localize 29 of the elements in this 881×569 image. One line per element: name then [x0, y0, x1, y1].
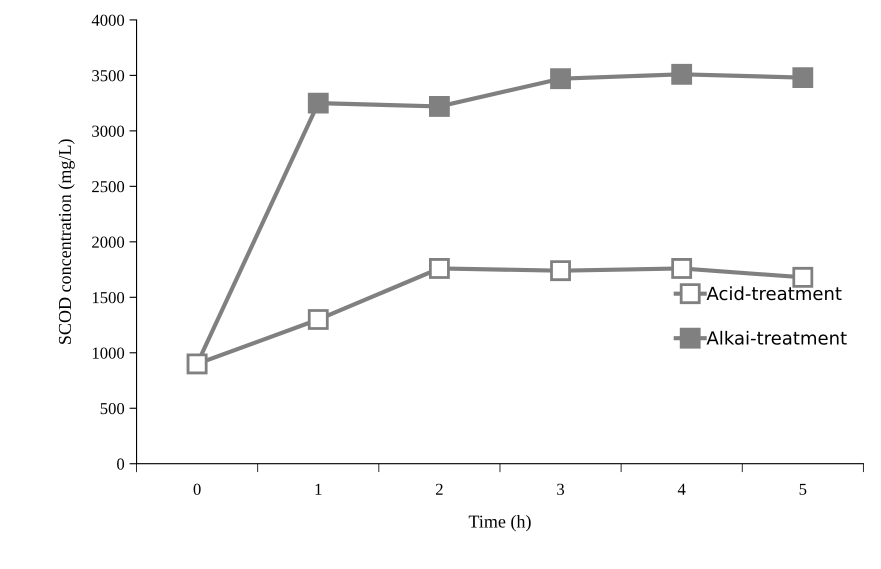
point: [671, 258, 692, 279]
point: [308, 309, 329, 330]
y-tick-label: 1500: [92, 292, 124, 304]
legend-label: Acid-treatment: [706, 286, 842, 300]
y-tick-label: 3500: [92, 70, 124, 82]
point: [308, 92, 329, 114]
y-tick-label: 0: [117, 458, 124, 470]
point: [428, 258, 450, 279]
y-tick-label: 500: [100, 402, 124, 414]
x-tick-label: 3: [557, 484, 564, 495]
x-tick-label: 4: [678, 484, 686, 495]
point: [792, 266, 814, 288]
point: [550, 260, 571, 282]
x-tick-label: 5: [800, 484, 806, 495]
point: [792, 67, 814, 88]
x-tick-label: 2: [436, 484, 443, 495]
y-tick-label: 1000: [92, 347, 124, 359]
x-axis-title: Time (h): [468, 514, 531, 532]
point: [550, 68, 571, 90]
legend-label: Alkai-treatment: [706, 330, 847, 345]
y-tick-label: 2000: [92, 236, 124, 248]
y-axis-title: SCOD concentration (mg/L): [58, 139, 75, 344]
x-tick-label: 1: [316, 484, 322, 495]
y-tick-label: 2500: [92, 181, 124, 192]
x-tick-label: 0: [194, 484, 201, 495]
point: [428, 96, 450, 117]
point: [671, 64, 692, 85]
y-tick-label: 4000: [92, 14, 124, 26]
y-tick-label: 3000: [92, 126, 124, 137]
